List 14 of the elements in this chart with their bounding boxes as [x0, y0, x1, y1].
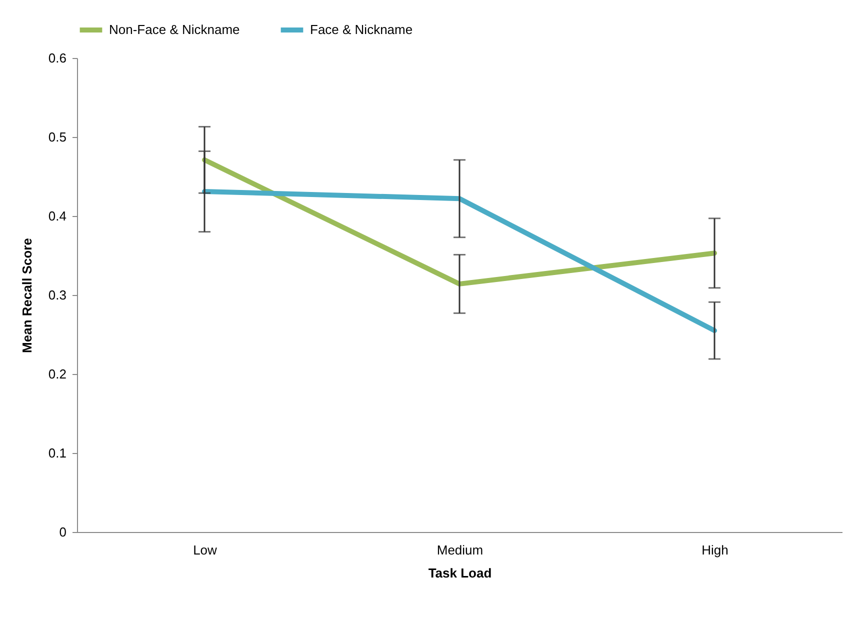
y-axis-title: Mean Recall Score	[19, 238, 34, 353]
y-tick-label: 0.3	[48, 288, 66, 302]
x-tick-label: Low	[193, 542, 218, 558]
y-tick-label: 0	[59, 524, 66, 540]
y-tick-label: 0.2	[48, 366, 66, 382]
y-tick-label: 0.5	[48, 130, 66, 144]
y-tick-label: 0.6	[48, 50, 66, 66]
x-tick-label: High	[702, 542, 728, 558]
x-tick-label: Medium	[436, 542, 484, 558]
legend-label: Non-Face & Nickname	[109, 22, 240, 37]
y-tick-label: 0.4	[48, 208, 66, 224]
x-axis-title: Task Load	[428, 566, 492, 580]
legend-label: Face & Nickname	[310, 22, 413, 37]
y-tick-label: 0.1	[48, 446, 66, 460]
